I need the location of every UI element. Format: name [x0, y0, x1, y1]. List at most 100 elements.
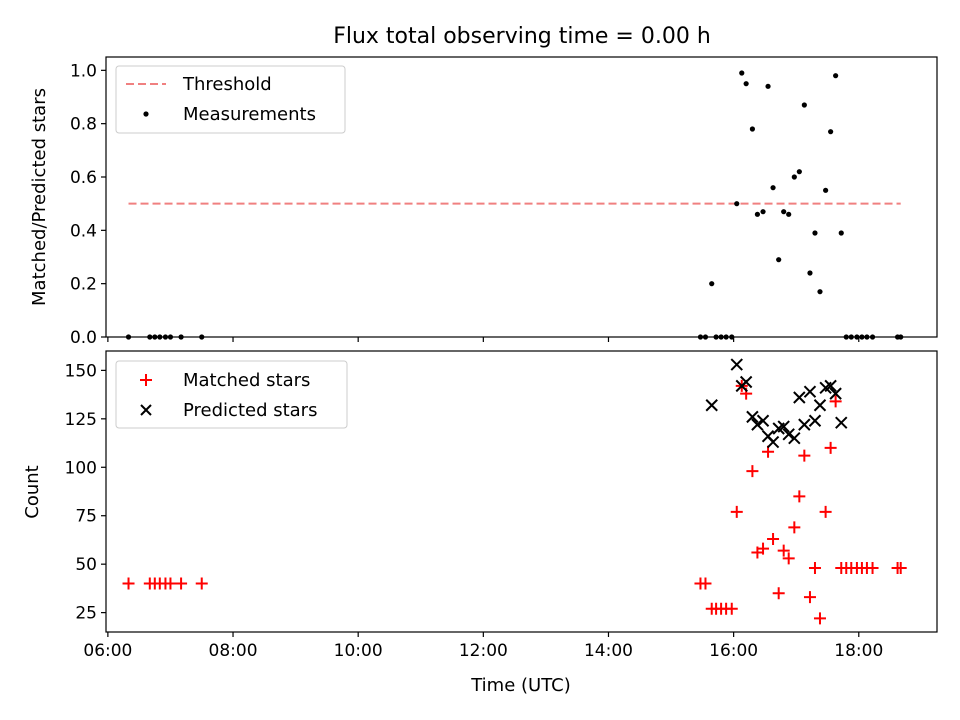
matched-star-point	[819, 505, 832, 518]
measurement-point	[147, 334, 153, 340]
matched-star-point	[829, 395, 842, 408]
measurement-point	[743, 81, 749, 87]
predicted-star-point	[788, 431, 801, 445]
measurement-point	[739, 70, 745, 76]
predicted-star-point	[756, 414, 770, 427]
measurement-point	[162, 334, 169, 340]
x-tick-label: 08:00	[209, 641, 258, 661]
matched-star-point	[777, 544, 790, 557]
legend-predicted-swatch	[140, 404, 152, 416]
predicted-star-point	[751, 418, 764, 431]
matched-star-point	[808, 562, 821, 575]
predicted-star-point	[793, 391, 806, 404]
x-axis-label: Time (UTC)	[470, 675, 571, 696]
x-tick-label: 16:00	[709, 641, 758, 661]
measurement-point	[776, 257, 782, 263]
y-tick-label: 0.2	[70, 275, 97, 295]
ratio-y-ticks: 0.0 0.2 0.4 0.6 0.8 1.0	[70, 61, 106, 348]
measurement-point	[854, 334, 860, 340]
matched-star-point	[730, 505, 743, 518]
ratio-plot-frame	[105, 56, 938, 338]
measurement-point	[859, 334, 865, 340]
measurement-point	[765, 83, 771, 89]
matched-star-point	[793, 490, 806, 503]
measurement-point	[898, 334, 904, 340]
count-legend: Matched stars Predicted stars	[115, 360, 348, 429]
measurement-point	[817, 289, 823, 295]
legend-predicted-label: Predicted stars	[183, 400, 317, 421]
measurement-point	[781, 209, 787, 215]
matched-star-point	[788, 521, 801, 534]
ratio-legend: Threshold Measurements	[115, 65, 346, 134]
predicted-star-point	[782, 428, 795, 441]
y-tick-label: 75	[75, 507, 97, 527]
predicted-star-point	[705, 399, 718, 412]
measurement-point	[178, 334, 184, 340]
predicted-star-point	[808, 414, 822, 427]
predicted-star-point	[824, 379, 837, 393]
y-tick-label: 25	[75, 604, 97, 624]
x-tick-label: 14:00	[584, 641, 633, 661]
ratio-panel: Matched/Predicted stars 0.0 0.2 0.4 0.6 0.8 1…	[29, 56, 938, 348]
x-tick-label: 18:00	[834, 641, 883, 661]
matched-star-point	[757, 542, 770, 555]
matched-star-point	[798, 449, 811, 462]
matched-star-point	[813, 612, 826, 625]
measurement-point	[734, 201, 740, 207]
matched-star-point	[175, 577, 188, 590]
y-tick-label: 150	[65, 361, 97, 381]
y-tick-label: 100	[65, 458, 97, 478]
measurement-point	[199, 334, 205, 340]
predicted-star-point	[730, 358, 743, 371]
measurement-point	[843, 334, 849, 340]
x-tick-label: 10:00	[334, 641, 383, 661]
ratio-marks	[125, 70, 904, 340]
count-y-axis-label: Count	[22, 465, 43, 518]
measurement-point	[864, 334, 870, 340]
measurement-point	[848, 334, 854, 340]
measurement-point	[823, 187, 829, 193]
measurement-point	[702, 334, 709, 340]
y-tick-label: 0.6	[70, 168, 97, 188]
matched-star-point	[699, 577, 712, 590]
matched-star-point	[122, 577, 135, 590]
measurement-point	[167, 334, 174, 340]
predicted-star-point	[835, 416, 848, 429]
predicted-star-point	[739, 375, 753, 389]
measurement-point	[152, 334, 158, 340]
measurement-point	[869, 334, 876, 340]
y-tick-label: 0.0	[70, 328, 97, 348]
x-tick-label: 06:00	[83, 641, 132, 661]
legend-matched-label: Matched stars	[183, 370, 310, 391]
y-tick-label: 1.0	[70, 61, 97, 81]
y-tick-label: 0.8	[70, 115, 97, 135]
matched-star-point	[824, 441, 837, 454]
legend-measurements-swatch	[143, 111, 149, 117]
y-tick-label: 50	[75, 555, 97, 575]
measurement-point	[828, 129, 834, 135]
matched-star-point	[782, 552, 795, 565]
matched-star-point	[725, 602, 738, 615]
measurement-point	[718, 334, 724, 340]
measurement-point	[754, 211, 761, 217]
predicted-star-point	[777, 420, 790, 433]
measurement-point	[729, 334, 735, 340]
predicted-star-point	[813, 399, 827, 412]
legend-measurements-label: Measurements	[183, 104, 316, 125]
measurement-point	[812, 230, 818, 236]
predicted-star-point	[766, 435, 780, 449]
count-y-ticks: 25 50 75 100 125 150	[65, 361, 106, 624]
measurement-point	[770, 185, 776, 191]
measurement-point	[838, 230, 844, 236]
count-marks	[122, 358, 907, 625]
measurement-point	[723, 334, 729, 340]
y-tick-label: 0.4	[70, 221, 97, 241]
measurement-point	[791, 174, 797, 180]
measurement-point	[713, 334, 719, 340]
measurement-point	[760, 209, 766, 215]
predicted-star-point	[803, 385, 817, 398]
predicted-star-point	[829, 387, 842, 400]
measurement-point	[796, 169, 802, 175]
matched-star-point	[772, 587, 785, 600]
measurement-point	[833, 73, 839, 79]
